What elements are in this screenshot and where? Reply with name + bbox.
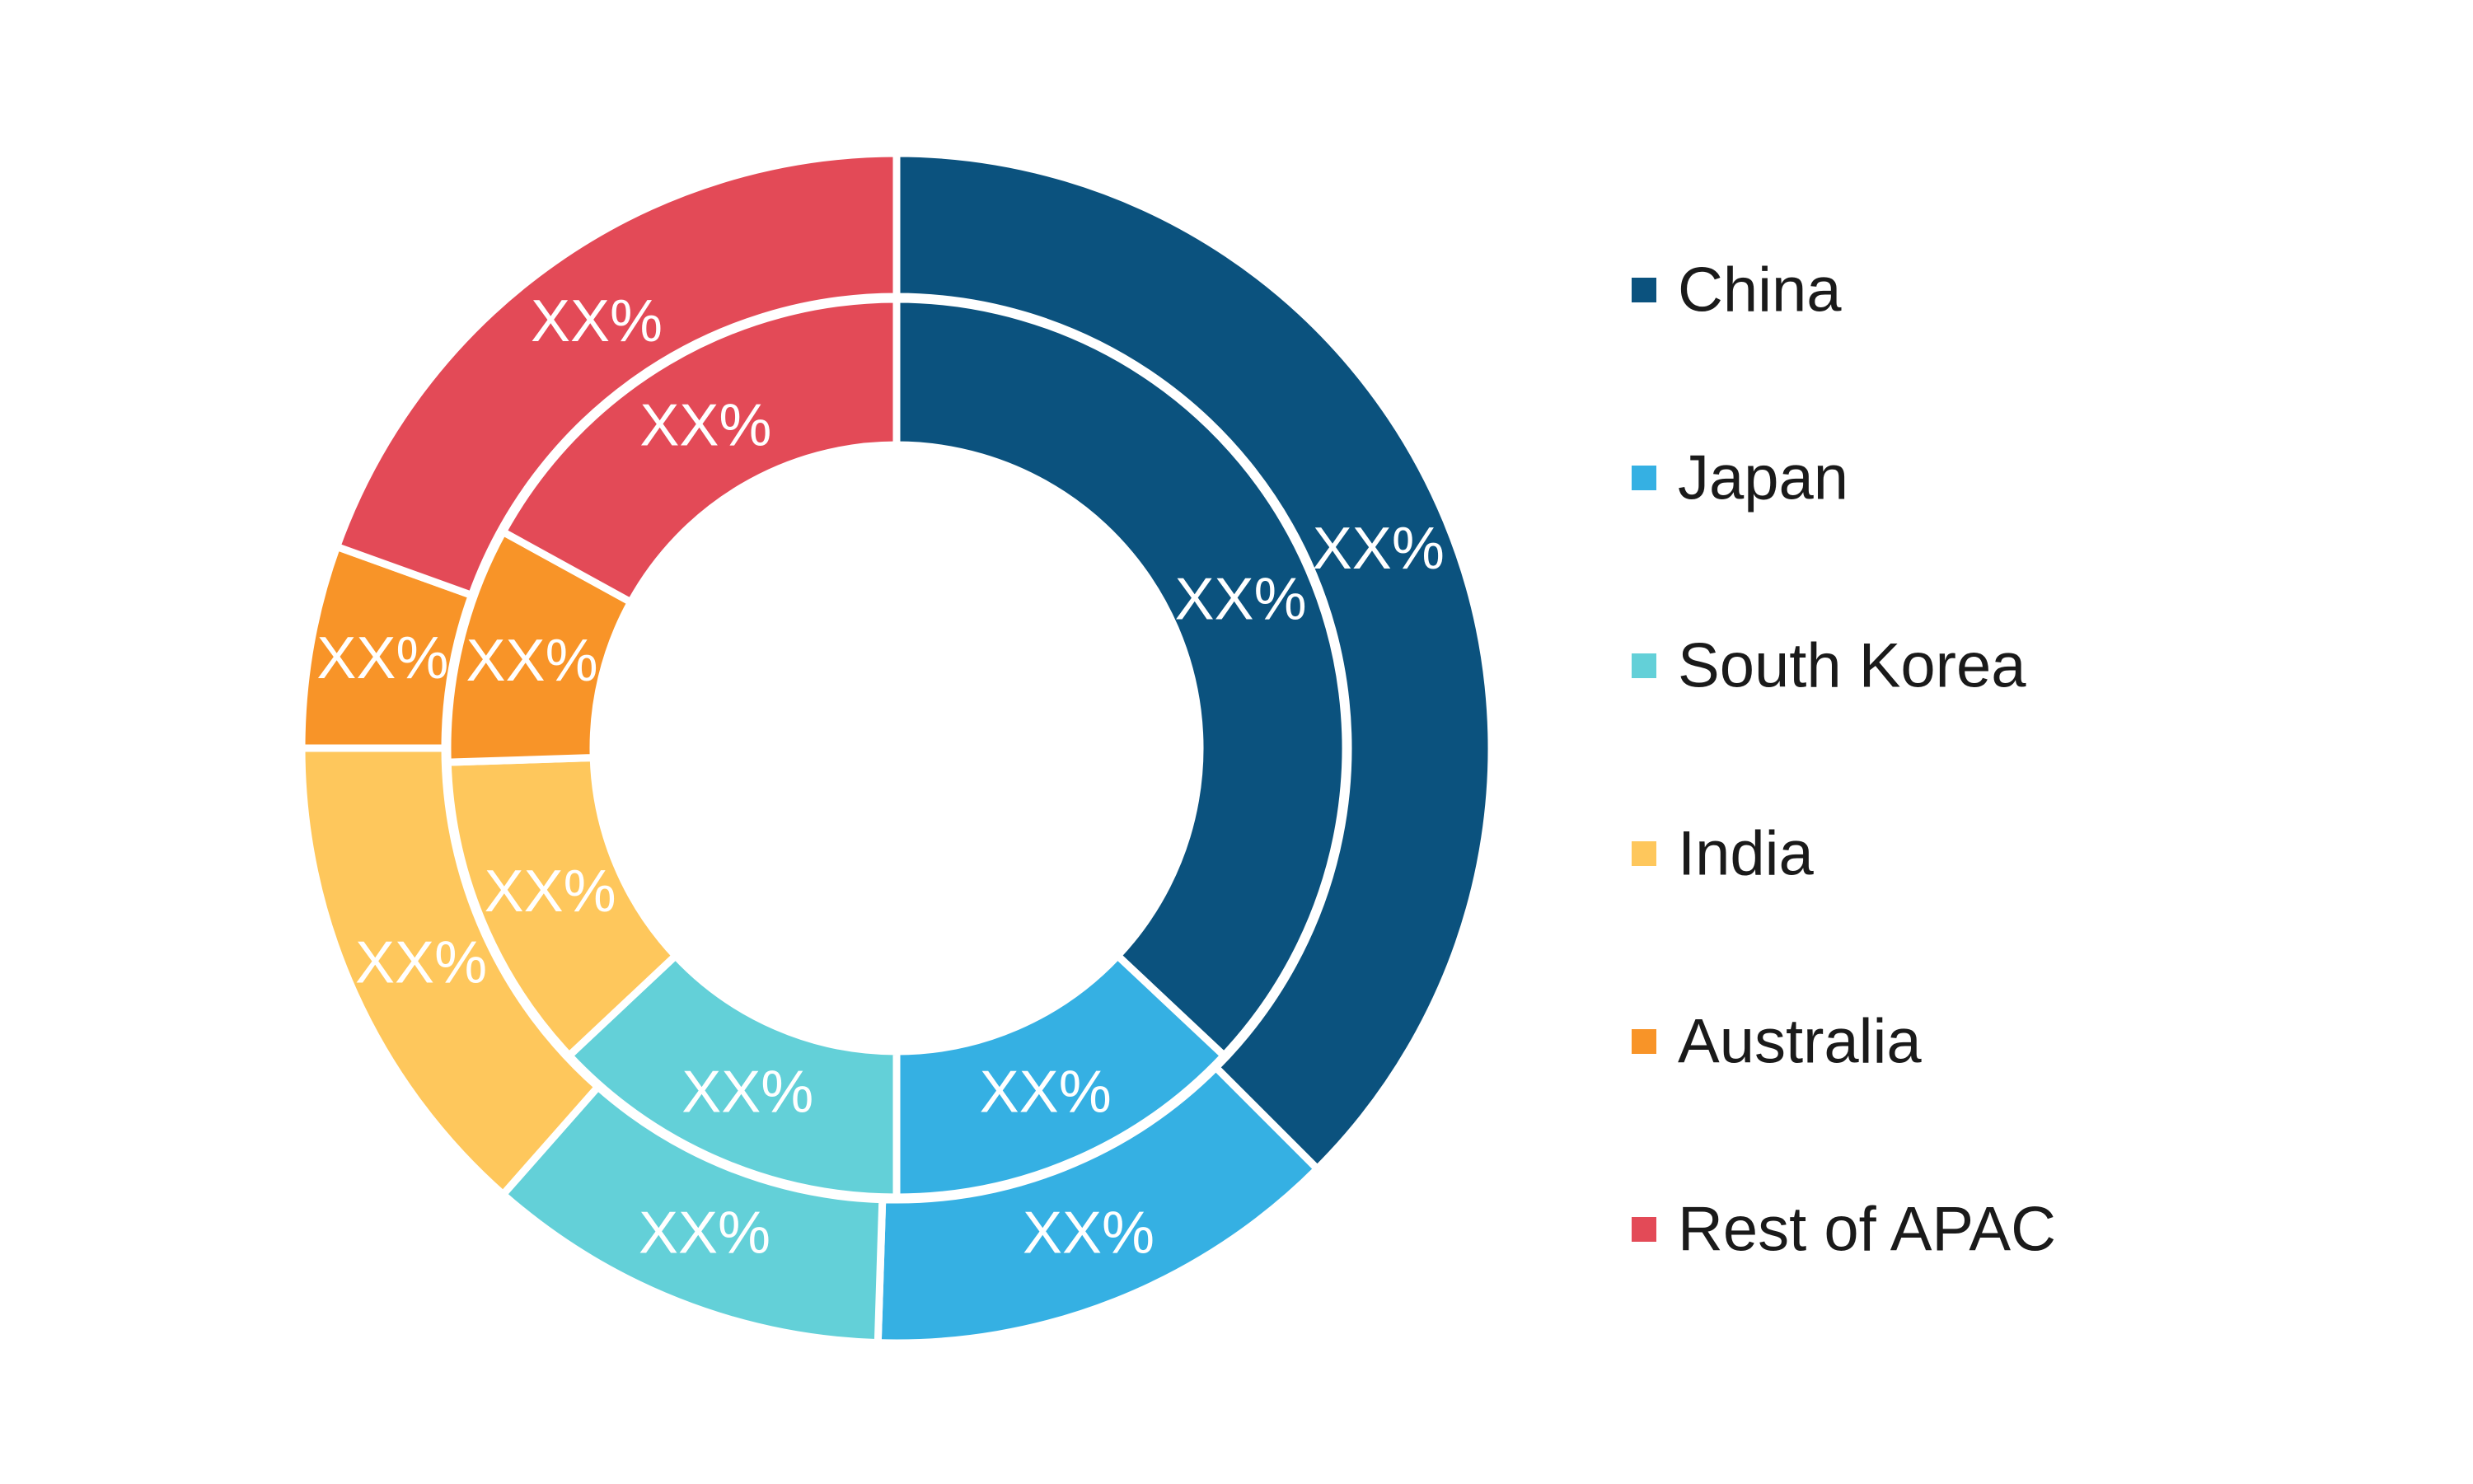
inner-slice-rest-of-apac — [498, 295, 901, 607]
legend: China Japan South Korea India Australia Rest … — [1632, 255, 2056, 1265]
legend-label-japan: Japan — [1678, 443, 1848, 513]
legend-item-australia: Australia — [1632, 1007, 1922, 1077]
legend-label-south-korea: South Korea — [1678, 631, 2026, 701]
inner-slice-label-china: XX% — [1175, 566, 1307, 632]
inner-slice-label-japan: XX% — [980, 1060, 1112, 1126]
legend-swatch-japan — [1632, 466, 1656, 490]
legend-item-china: China — [1632, 255, 1842, 325]
inner-slice-label-south-korea: XX% — [681, 1060, 813, 1126]
legend-label-australia: Australia — [1678, 1007, 1922, 1077]
inner-slice-label-india: XX% — [485, 859, 616, 925]
outer-slice-label-australia: XX% — [316, 625, 448, 691]
legend-item-japan: Japan — [1632, 443, 1848, 513]
outer-slice-label-india: XX% — [355, 929, 487, 995]
legend-item-rest-of-apac: Rest of APAC — [1632, 1195, 2056, 1265]
outer-slice-label-rest-of-apac: XX% — [531, 288, 663, 354]
legend-swatch-australia — [1632, 1029, 1656, 1054]
legend-label-china: China — [1678, 255, 1842, 325]
legend-item-south-korea: South Korea — [1632, 631, 2026, 701]
inner-slice-label-rest-of-apac: XX% — [639, 392, 771, 458]
legend-swatch-china — [1632, 278, 1656, 302]
donut-rings — [297, 149, 1496, 1347]
outer-slice-label-china: XX% — [1313, 516, 1445, 582]
inner-slice-label-australia: XX% — [466, 628, 598, 694]
outer-slice-label-japan: XX% — [1023, 1201, 1155, 1266]
legend-swatch-india — [1632, 841, 1656, 866]
legend-swatch-rest-of-apac — [1632, 1217, 1656, 1242]
legend-item-india: India — [1632, 819, 1815, 889]
legend-label-india: India — [1678, 819, 1815, 889]
slice-labels: XX%XX%XX%XX%XX%XX%XX%XX%XX%XX%XX%XX% — [316, 288, 1444, 1266]
legend-swatch-south-korea — [1632, 653, 1656, 678]
outer-slice-label-south-korea: XX% — [639, 1201, 770, 1266]
legend-label-rest-of-apac: Rest of APAC — [1678, 1195, 2056, 1265]
inner-slice-china — [892, 295, 1350, 1061]
